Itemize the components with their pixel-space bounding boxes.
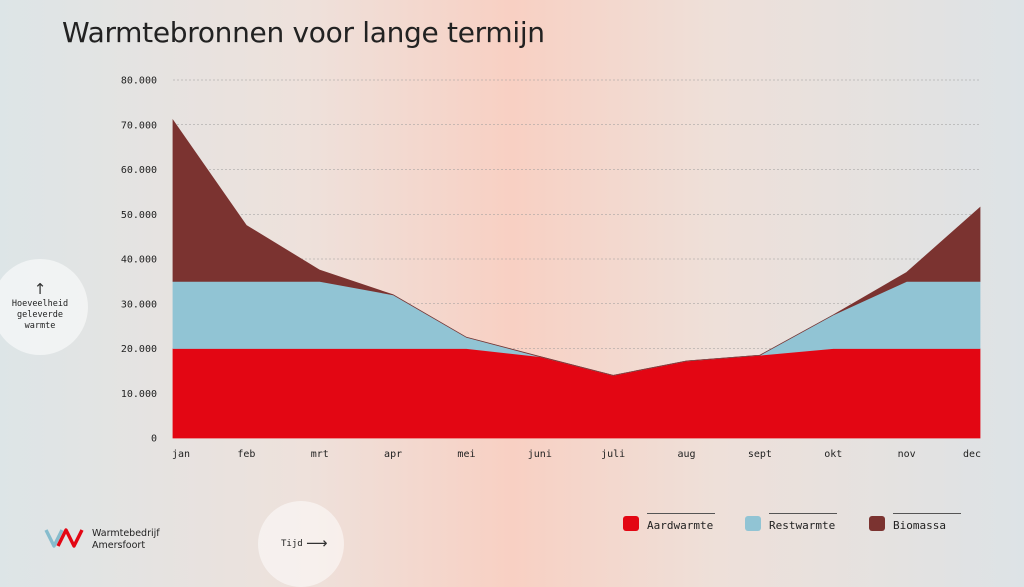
legend-divider bbox=[647, 513, 715, 514]
x-tick-label: jan bbox=[172, 449, 190, 460]
legend-label: Biomassa bbox=[893, 519, 946, 532]
legend-label: Aardwarmte bbox=[647, 519, 714, 532]
area-aardwarmte bbox=[172, 348, 981, 439]
x-axis-label-bubble: Tijd ⟶ bbox=[258, 501, 344, 587]
legend-label: Restwarmte bbox=[769, 519, 836, 532]
y-tick-label: 80.000 bbox=[121, 76, 157, 87]
y-tick-label: 40.000 bbox=[121, 255, 157, 266]
legend-divider bbox=[769, 513, 837, 514]
y-tick-label: 30.000 bbox=[121, 299, 157, 310]
x-tick-label: aug bbox=[678, 449, 696, 460]
legend-swatch bbox=[869, 516, 885, 531]
arrow-right-icon: ⟶ bbox=[306, 534, 328, 552]
y-tick-label: 70.000 bbox=[121, 120, 157, 131]
y-axis-label-bubble: ↑ Hoeveelheid geleverde warmte bbox=[0, 259, 88, 355]
y-tick-label: 50.000 bbox=[121, 210, 157, 221]
arrow-up-icon: ↑ bbox=[33, 280, 47, 298]
y-tick-label: 0 bbox=[151, 434, 157, 445]
x-tick-label: sept bbox=[748, 449, 772, 460]
stacked-area-chart: 0 10.000 20.000 30.000 40.000 50.000 60.000 70.… bbox=[121, 76, 981, 461]
company-name-line1: Warmtebedrijf bbox=[92, 528, 160, 539]
legend-swatch bbox=[623, 516, 639, 531]
company-name: Warmtebedrijf Amersfoort bbox=[92, 528, 160, 552]
x-tick-label: dec bbox=[963, 449, 981, 460]
x-tick-label: okt bbox=[824, 449, 842, 460]
company-logo-icon bbox=[44, 528, 84, 548]
y-tick-label: 60.000 bbox=[121, 165, 157, 176]
x-tick-label: apr bbox=[384, 449, 402, 460]
area-biomassa bbox=[172, 119, 981, 376]
y-tick-label: 10.000 bbox=[121, 389, 157, 400]
x-axis-label: Tijd bbox=[281, 539, 303, 549]
y-tick-label: 20.000 bbox=[121, 344, 157, 355]
y-axis-label: Hoeveelheid geleverde warmte bbox=[11, 299, 69, 331]
x-tick-label: mei bbox=[457, 449, 475, 460]
page-title: Warmtebronnen voor lange termijn bbox=[62, 16, 545, 49]
x-tick-label: mrt bbox=[311, 449, 329, 460]
legend-swatch bbox=[745, 516, 761, 531]
x-tick-label: juli bbox=[601, 449, 625, 460]
x-tick-label: nov bbox=[898, 449, 916, 460]
company-name-line2: Amersfoort bbox=[92, 540, 146, 551]
legend-divider bbox=[893, 513, 961, 514]
x-tick-label: juni bbox=[528, 449, 552, 460]
x-tick-label: feb bbox=[237, 449, 255, 460]
